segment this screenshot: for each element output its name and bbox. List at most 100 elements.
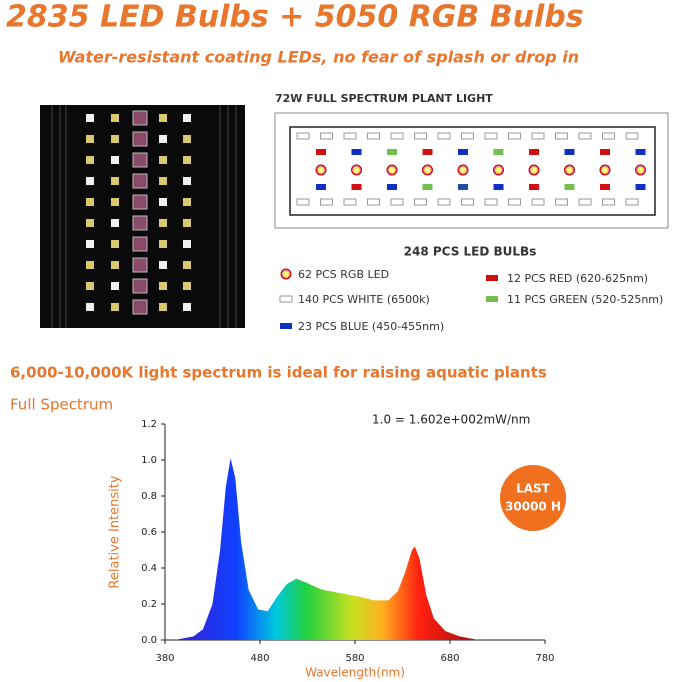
bulb [183,261,191,269]
bulb [183,282,191,290]
bulb [86,219,94,227]
bulb [132,131,148,147]
badge-text: 30000 H [505,500,561,514]
bulb [111,240,119,248]
bulb [183,198,191,206]
x-tick-label: 380 [155,653,174,664]
white-led [390,198,404,206]
y-tick-label: 1.2 [141,419,157,430]
white-led [367,198,380,206]
bulb [159,261,167,269]
color-led [529,149,539,155]
x-tick-label: 680 [440,653,459,664]
white-led [296,132,310,140]
bulb [132,152,148,168]
bulb [86,156,94,164]
bulb [132,278,148,294]
bulb [183,303,191,311]
white-led [343,198,357,206]
bulb [111,135,119,143]
bulb [111,261,119,269]
y-tick-label: 0.2 [141,599,157,610]
white-led [461,132,474,140]
color-led [600,149,610,155]
bulb [111,198,119,206]
white-led [578,198,592,206]
white-led [343,132,357,140]
color-led [635,149,646,155]
x-tick-label: 780 [535,653,554,664]
white-led [484,132,498,140]
white-led [625,198,639,206]
rgb-led [493,164,504,176]
bulb [159,198,167,206]
bulb [183,114,191,122]
bulb [159,135,167,143]
rgb-led [422,164,433,176]
x-tick-label: 480 [250,653,269,664]
bulb [86,177,94,185]
white-led [367,132,380,140]
white-led [508,198,521,206]
bulb [183,135,191,143]
bulb [159,303,167,311]
bulb [86,240,94,248]
chart-note: 1.0 = 1.602e+002mW/nm [372,413,530,427]
color-led [564,184,575,190]
subtitle: Water-resistant coating LEDs, no fear of… [58,48,579,67]
bulb [132,257,148,273]
bulb [183,219,191,227]
bulb [132,110,148,126]
bulb [86,261,94,269]
bulb [86,303,94,311]
rgb-led [564,164,575,176]
legend-label: 23 PCS BLUE (450-455nm) [298,320,444,333]
legend-icon [280,268,292,280]
white-led [461,198,474,206]
legend-icon [486,275,498,281]
white-led [531,198,545,206]
y-tick-label: 0.0 [141,635,157,646]
y-tick-label: 0.6 [141,527,157,538]
color-led [600,184,610,190]
color-led [351,149,362,155]
white-led [437,198,451,206]
bulb [132,299,148,315]
led-layout [296,132,646,206]
legend-label: 11 PCS GREEN (520-525nm) [507,293,663,306]
spectrum-area [174,458,479,640]
diagram-board [289,126,656,216]
bulb [183,177,191,185]
color-led [387,184,397,190]
white-led [414,132,427,140]
bulb [132,236,148,252]
color-led [422,149,433,155]
white-led [484,198,498,206]
legend-icon [486,296,498,302]
bulb [159,114,167,122]
count-title: 248 PCS LED BULBs [404,245,537,259]
badge-text: LAST [516,482,551,496]
color-led [387,149,397,155]
white-led [320,132,333,140]
y-tick-label: 0.4 [141,563,157,574]
bulb [183,156,191,164]
color-led [458,149,468,155]
badge [500,465,566,531]
color-led [493,149,504,155]
rgb-led [457,164,469,176]
x-axis-label: Wavelength(nm) [305,666,405,680]
bulb [111,114,119,122]
bulb [111,219,119,227]
legend-icon [280,323,292,329]
white-led [320,198,333,206]
white-led [578,132,592,140]
white-led [602,132,615,140]
color-led [493,184,504,190]
bulb [86,282,94,290]
color-led [316,184,326,190]
product-photo [40,105,245,328]
y-tick-label: 1.0 [141,455,157,466]
diagram-title: 72W FULL SPECTRUM PLANT LIGHT [275,92,493,105]
